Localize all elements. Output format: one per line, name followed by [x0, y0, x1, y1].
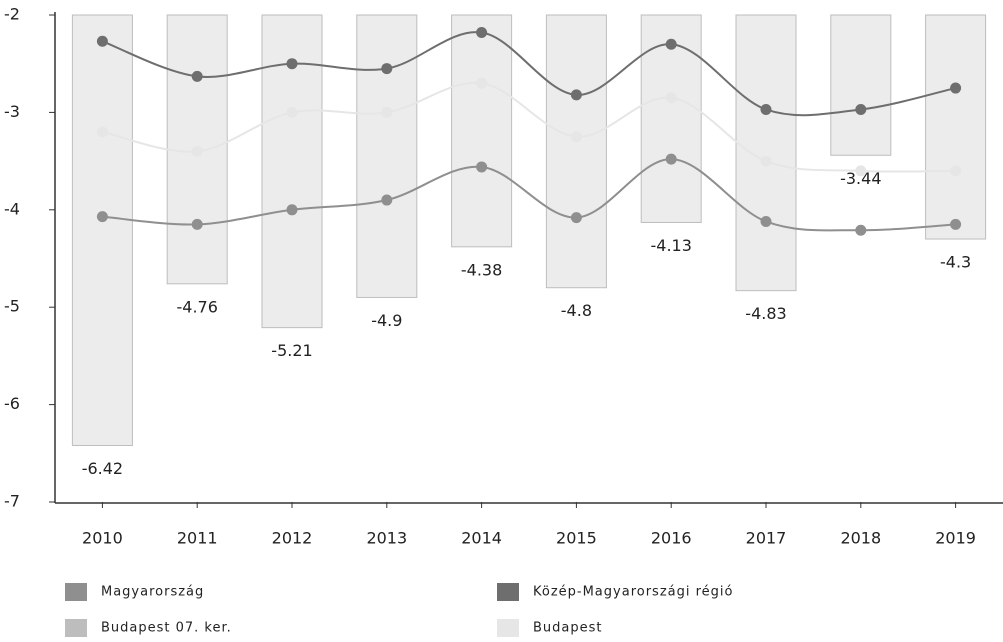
point — [476, 77, 488, 89]
point — [570, 89, 582, 101]
point — [191, 145, 203, 157]
point — [286, 106, 298, 118]
point — [286, 204, 298, 216]
data-label: -4.9 — [371, 311, 402, 330]
point — [96, 126, 108, 138]
data-label: -4.8 — [561, 301, 592, 320]
data-label: -4.13 — [650, 236, 691, 255]
legend-label[interactable]: Magyarország — [101, 585, 204, 600]
y-tick-label: -7 — [4, 492, 20, 511]
series-line — [102, 158, 956, 232]
point — [96, 35, 108, 47]
point — [381, 194, 393, 206]
y-tick-label: -3 — [4, 102, 20, 121]
legend-swatch[interactable] — [497, 583, 519, 601]
y-tick-label: -4 — [4, 199, 20, 218]
legend-swatch[interactable] — [65, 583, 87, 601]
legend-label[interactable]: Budapest — [533, 621, 603, 636]
series-line — [102, 81, 956, 173]
legend-label[interactable]: Budapest 07. ker. — [101, 621, 232, 636]
legend-label[interactable]: Közép-Magyarországi régió — [533, 585, 733, 600]
point — [760, 155, 772, 167]
point — [476, 161, 488, 173]
data-label: -4.38 — [461, 260, 502, 279]
bar — [545, 14, 607, 289]
series-line — [102, 31, 956, 117]
point — [950, 218, 962, 230]
data-label: -4.83 — [745, 304, 786, 323]
data-label: -5.21 — [271, 341, 312, 360]
point — [381, 63, 393, 75]
bar — [735, 14, 797, 292]
bar — [830, 14, 892, 156]
point — [665, 153, 677, 165]
x-tick-label: 2015 — [556, 529, 597, 548]
point — [570, 131, 582, 143]
legend-swatch[interactable] — [65, 619, 87, 637]
point — [570, 212, 582, 224]
point — [476, 27, 488, 39]
data-label: -4.3 — [940, 253, 971, 272]
data-label: -6.42 — [82, 459, 123, 478]
x-tick-label: 2013 — [366, 529, 407, 548]
point — [286, 58, 298, 70]
x-tick-label: 2019 — [935, 529, 976, 548]
point — [381, 106, 393, 118]
point — [760, 103, 772, 115]
bar — [925, 14, 987, 240]
y-tick-label: -6 — [4, 394, 20, 413]
x-tick-label: 2016 — [651, 529, 692, 548]
point — [191, 218, 203, 230]
point — [665, 38, 677, 50]
x-tick-label: 2018 — [840, 529, 881, 548]
bar — [71, 14, 133, 447]
x-tick-label: 2010 — [82, 529, 123, 548]
point — [665, 92, 677, 104]
data-label: -3.44 — [840, 169, 881, 188]
x-tick-label: 2014 — [461, 529, 502, 548]
legend-swatch[interactable] — [497, 619, 519, 637]
x-tick-label: 2017 — [746, 529, 787, 548]
bar — [356, 14, 418, 298]
point — [191, 70, 203, 82]
data-label: -4.76 — [176, 297, 217, 316]
y-tick-label: -2 — [4, 5, 20, 24]
bar — [451, 14, 513, 248]
point — [855, 165, 867, 177]
point — [760, 215, 772, 227]
x-tick-label: 2012 — [272, 529, 313, 548]
x-tick-label: 2011 — [177, 529, 218, 548]
point — [950, 82, 962, 94]
point — [855, 103, 867, 115]
point — [96, 211, 108, 223]
point — [950, 165, 962, 177]
y-tick-label: -5 — [4, 297, 20, 316]
point — [855, 224, 867, 236]
